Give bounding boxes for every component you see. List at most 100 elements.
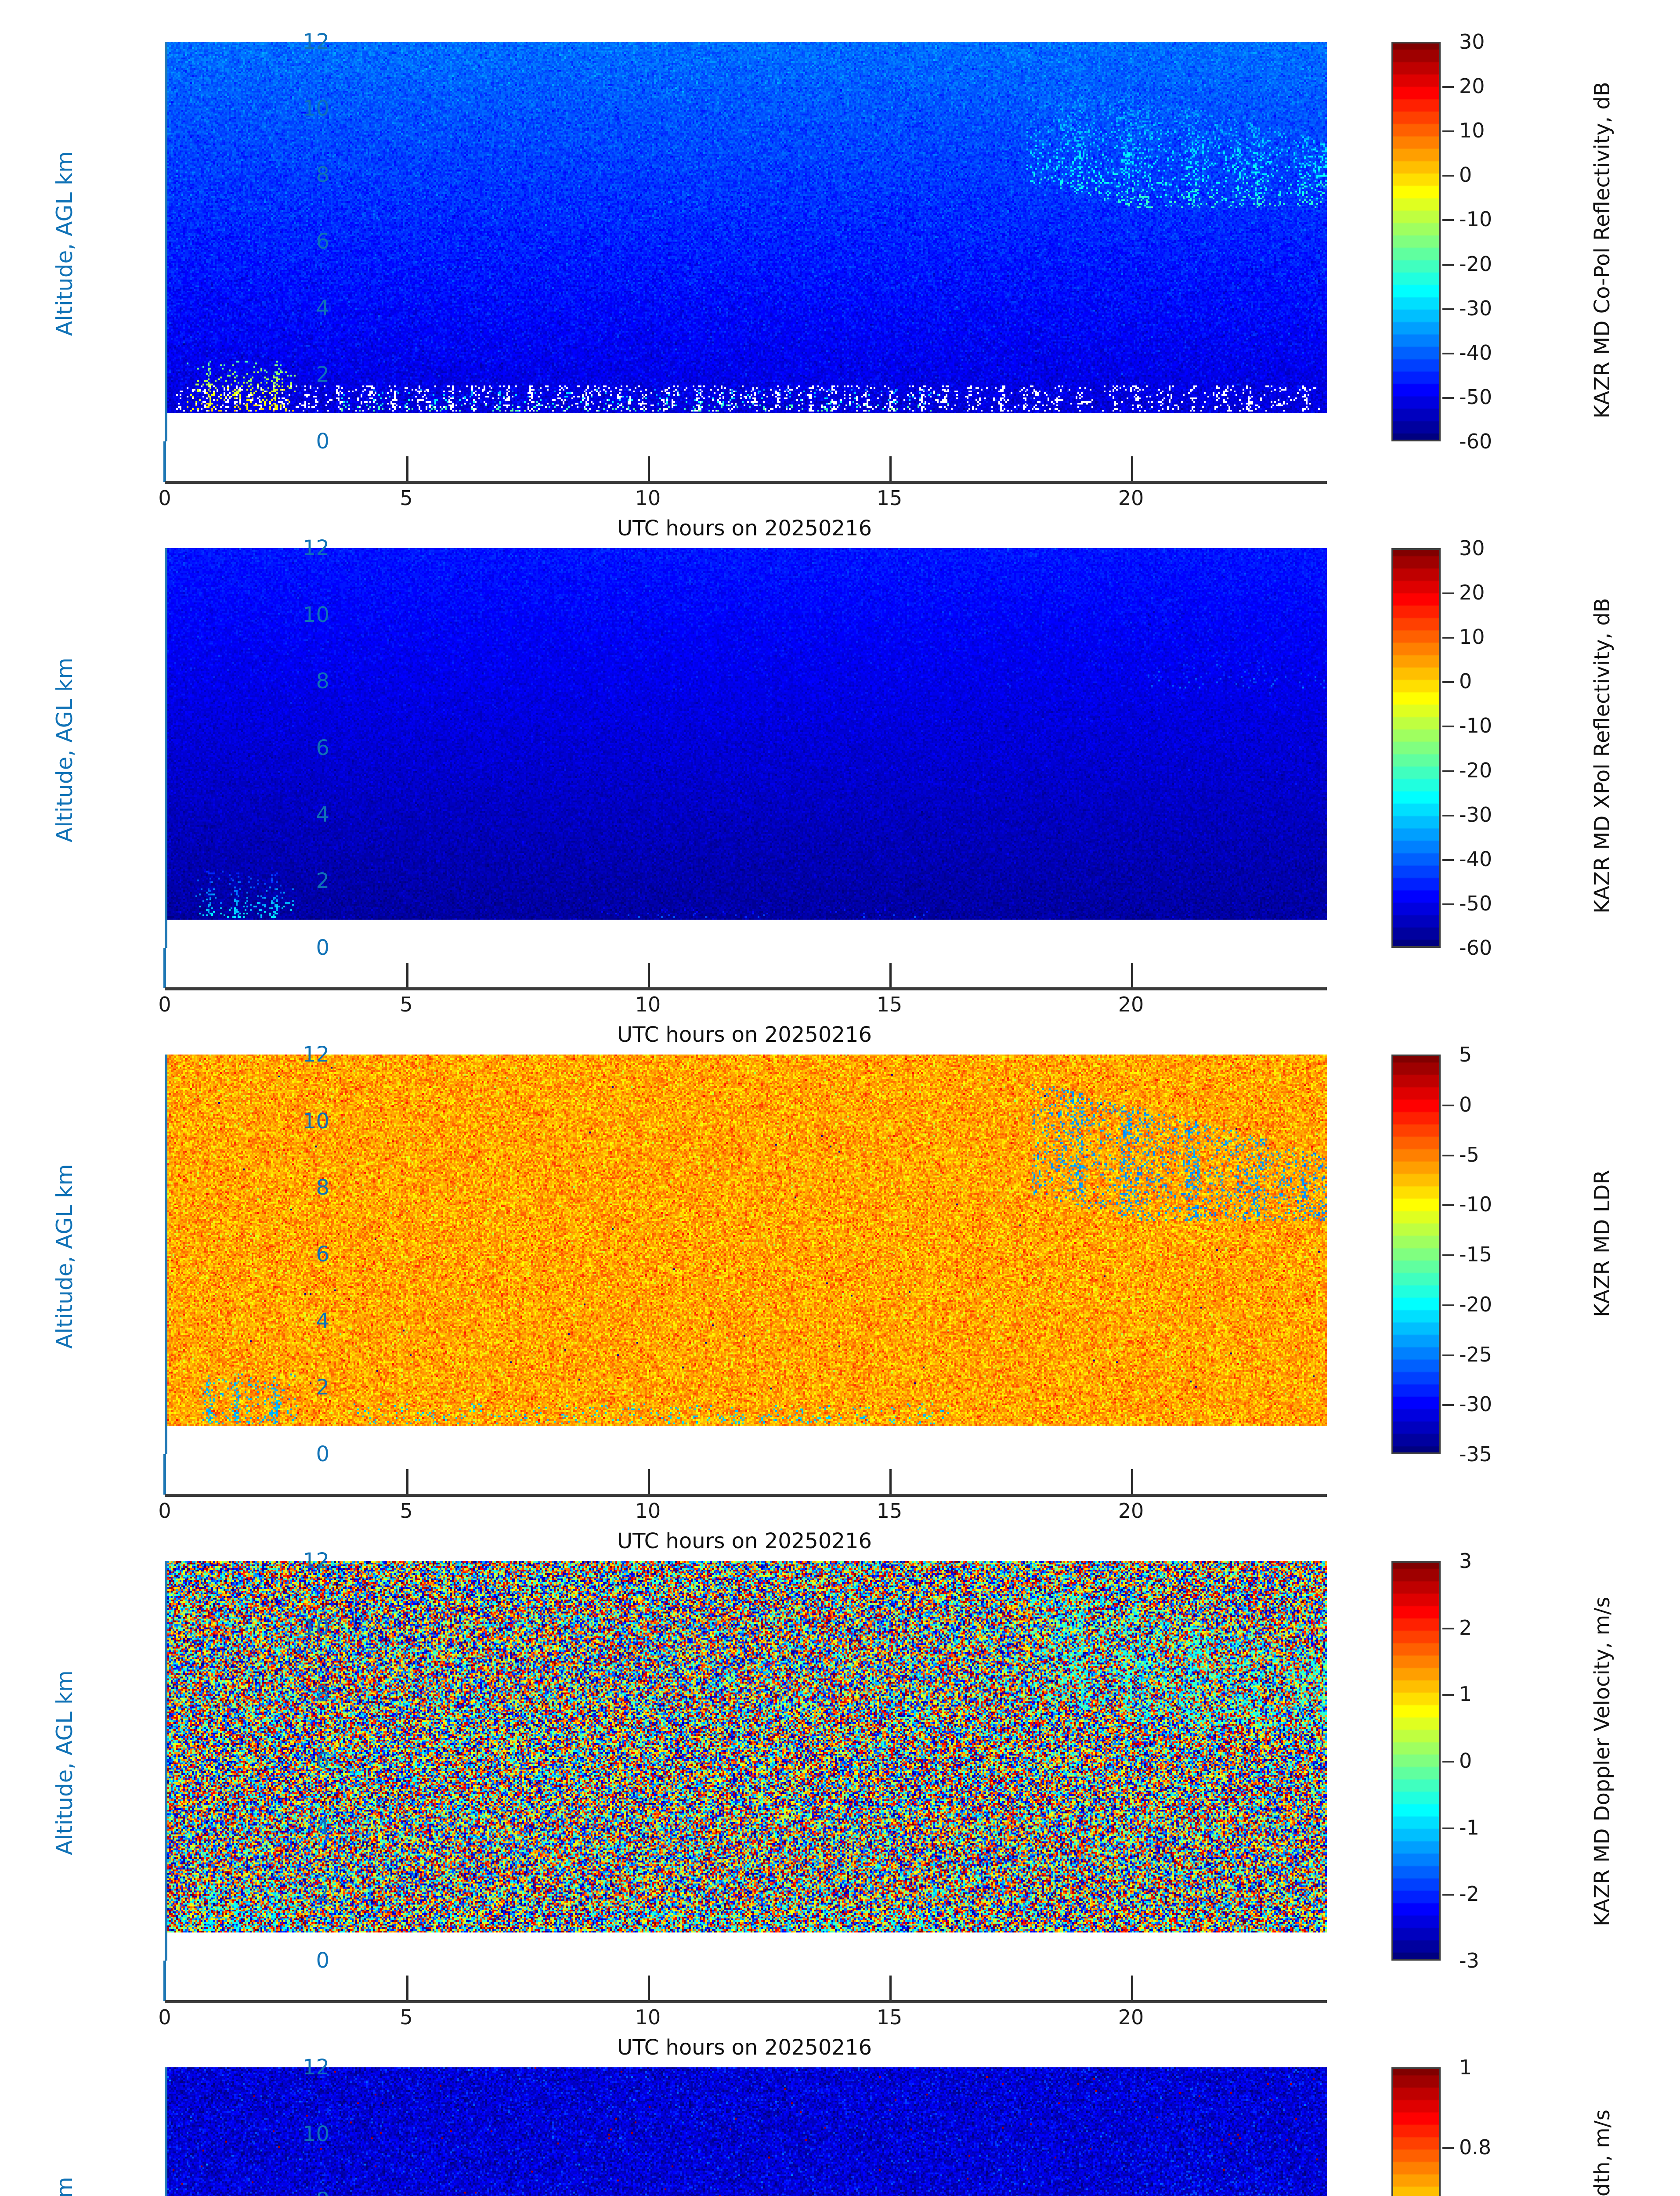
- colorbar-tick-label: 10: [1459, 625, 1485, 649]
- x-tick-label: 0: [158, 2005, 171, 2029]
- y-tick-label: 6: [316, 736, 329, 760]
- x-tick-label: 5: [400, 1499, 413, 1523]
- y-tick-label: 10: [302, 1109, 329, 1134]
- colorbar-label: KAZR MD Co-Pol Reflectivity, dB: [1590, 82, 1615, 419]
- y-tick-label: 8: [316, 669, 329, 694]
- colorbar-tick-label: 5: [1459, 1043, 1472, 1066]
- colorbar-tick: [1442, 1304, 1454, 1306]
- x-tick-label: 10: [635, 2005, 661, 2029]
- colorbar-tick-label: 20: [1459, 581, 1485, 605]
- radar-panel-1: 0 5 10 15 20 0 2 4 6 8 10 12 Altitude, AGL km UTC hou…: [0, 522, 1680, 1047]
- colorbar-tick: [1442, 1627, 1454, 1629]
- x-tick-label: 20: [1118, 1499, 1144, 1523]
- y-axis-label: Altitude, AGL km: [52, 1670, 77, 1855]
- colorbar-label: KAZR MD Doppler Velocity, m/s: [1590, 1596, 1615, 1926]
- x-tick: [648, 456, 650, 481]
- colorbar: [1391, 2067, 1441, 2196]
- colorbar-tick-label: -10: [1459, 714, 1492, 738]
- colorbar-tick-label: 1: [1459, 2055, 1472, 2079]
- y-tick-label: 10: [302, 602, 329, 627]
- colorbar-tick-label: -1: [1459, 1815, 1479, 1839]
- x-tick-label: 20: [1118, 486, 1144, 510]
- colorbar-tick-label: -25: [1459, 1342, 1492, 1366]
- colorbar-tick-label: -60: [1459, 430, 1492, 453]
- colorbar-label: KAZR MD LDR: [1590, 1170, 1615, 1317]
- x-tick-label: 10: [635, 486, 661, 510]
- x-tick-label: 20: [1118, 993, 1144, 1016]
- colorbar-tick: [1442, 1354, 1454, 1356]
- y-tick-label: 12: [302, 1549, 329, 1573]
- colorbar-tick-label: -30: [1459, 1392, 1492, 1416]
- colorbar-tick: [1442, 681, 1454, 683]
- field-canvas: [167, 1561, 1327, 1961]
- x-axis-label: UTC hours on 20250216: [617, 1022, 872, 1047]
- colorbar-tick-label: 2: [1459, 1615, 1472, 1640]
- x-tick: [406, 963, 408, 987]
- plot-area: [165, 42, 1327, 441]
- x-axis-label: UTC hours on 20250216: [617, 2035, 872, 2060]
- x-tick: [889, 963, 892, 987]
- colorbar-tick: [1442, 814, 1454, 816]
- y-tick-label: 12: [302, 2055, 329, 2080]
- colorbar-tick-label: -10: [1459, 207, 1492, 231]
- x-tick: [889, 1976, 892, 2000]
- colorbar-tick-label: -60: [1459, 936, 1492, 960]
- x-axis-line: [165, 2000, 1327, 2003]
- x-tick-label: 5: [400, 2005, 413, 2029]
- colorbar-tick: [1442, 219, 1454, 221]
- y-tick-label: 12: [302, 1042, 329, 1067]
- y-tick-label: 6: [316, 1748, 329, 1773]
- y-tick-label: 8: [316, 163, 329, 188]
- y-tick-label: 4: [316, 296, 329, 321]
- data-canvas-wrapper: [167, 1561, 1327, 1961]
- data-canvas-wrapper: [167, 42, 1327, 441]
- y-tick-label: 8: [316, 2188, 329, 2196]
- colorbar-tick-label: -10: [1459, 1192, 1492, 1217]
- colorbar-tick: [1442, 264, 1454, 266]
- colorbar-tick: [1442, 2147, 1454, 2149]
- colorbar-tick: [1442, 1827, 1454, 1829]
- field-canvas: [167, 1055, 1327, 1454]
- colorbar-tick: [1442, 903, 1454, 905]
- colorbar-tick-label: -50: [1459, 891, 1492, 915]
- y-axis-label: Altitude, AGL km: [52, 151, 77, 336]
- x-tick-label: 0: [158, 486, 171, 510]
- y-tick-label: 6: [316, 229, 329, 254]
- x-tick: [648, 1976, 650, 2000]
- field-canvas: [167, 42, 1327, 441]
- x-tick: [406, 456, 408, 481]
- radar-panel-0: 0 5 10 15 20 0 2 4 6 8 10 12 Altitude, AGL km UTC hou…: [0, 15, 1680, 541]
- y-tick-label: 10: [302, 1615, 329, 1640]
- colorbar-tick: [1442, 726, 1454, 728]
- y-tick-label: 8: [316, 1682, 329, 1707]
- plot-area: [165, 2067, 1327, 2196]
- colorbar-tick: [1442, 1104, 1454, 1106]
- data-canvas-wrapper: [167, 1055, 1327, 1454]
- radar-panel-2: 0 5 10 15 20 0 2 4 6 8 10 12 Altitude, AGL km UTC hou…: [0, 1028, 1680, 1553]
- colorbar-label: KAZR MD XPol Reflectivity, dB: [1590, 598, 1615, 914]
- colorbar-tick: [1442, 130, 1454, 133]
- colorbar-tick: [1442, 770, 1454, 772]
- x-axis-label: UTC hours on 20250216: [617, 516, 872, 541]
- x-tick: [1131, 456, 1133, 481]
- y-tick-label: 10: [302, 96, 329, 121]
- y-tick-label: 12: [302, 29, 329, 54]
- x-tick: [889, 456, 892, 481]
- x-axis-line: [165, 1494, 1327, 1497]
- plot-area: [165, 548, 1327, 948]
- x-tick-label: 15: [876, 2005, 903, 2029]
- radar-panel-3: 0 5 10 15 20 0 2 4 6 8 10 12 Altitude, AGL km UTC hou…: [0, 1535, 1680, 2060]
- y-tick-label: 0: [316, 1442, 329, 1466]
- y-axis-spine: [163, 441, 166, 482]
- colorbar-tick-label: -35: [1459, 1442, 1492, 1466]
- colorbar-tick: [1442, 1761, 1454, 1763]
- colorbar-tick-label: -20: [1459, 758, 1492, 782]
- x-tick: [648, 1469, 650, 1494]
- y-tick-label: 4: [316, 802, 329, 827]
- colorbar-tick-label: 0: [1459, 1092, 1472, 1116]
- colorbar-tick: [1442, 859, 1454, 861]
- colorbar: [1391, 1055, 1441, 1454]
- x-tick-label: 15: [876, 486, 903, 510]
- y-tick-label: 0: [316, 429, 329, 454]
- x-tick: [1131, 1469, 1133, 1494]
